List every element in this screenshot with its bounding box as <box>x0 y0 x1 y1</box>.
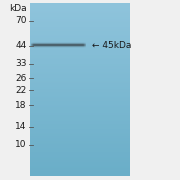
Text: 14: 14 <box>15 122 27 131</box>
Text: 33: 33 <box>15 59 27 68</box>
Text: 10: 10 <box>15 140 27 149</box>
Text: 26: 26 <box>15 74 27 83</box>
Text: ← 45kDa: ← 45kDa <box>92 41 131 50</box>
Text: 70: 70 <box>15 16 27 25</box>
Text: 22: 22 <box>15 86 27 94</box>
Text: 18: 18 <box>15 101 27 110</box>
Text: 44: 44 <box>15 41 27 50</box>
Text: kDa: kDa <box>9 4 27 13</box>
